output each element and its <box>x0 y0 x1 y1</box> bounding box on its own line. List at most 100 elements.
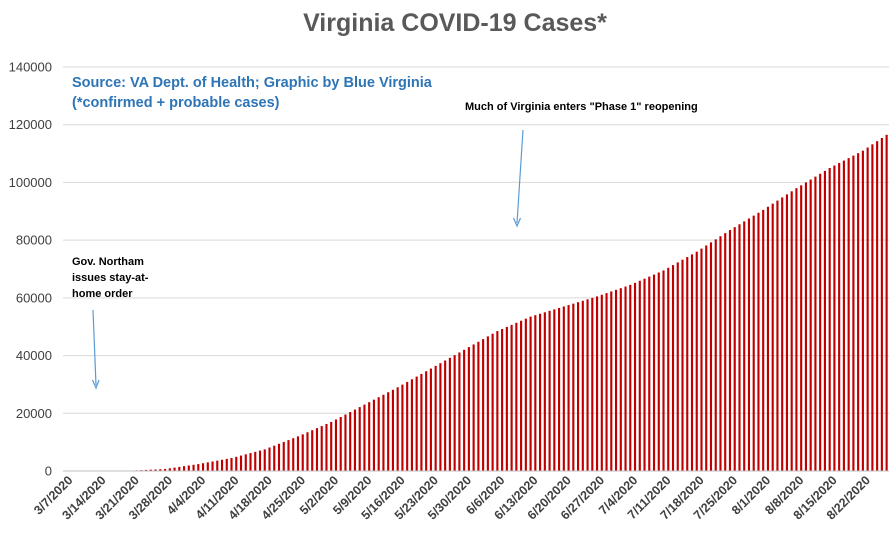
y-tick-label: 100000 <box>9 175 52 190</box>
bar <box>377 397 380 471</box>
bar <box>633 282 637 471</box>
bar <box>211 461 214 471</box>
bar <box>391 389 394 471</box>
bar <box>833 165 836 471</box>
bar <box>292 438 295 471</box>
bar <box>724 233 727 471</box>
bar <box>671 265 675 471</box>
bar <box>695 251 698 471</box>
bar <box>410 379 413 471</box>
bar <box>448 357 451 471</box>
bar <box>524 318 527 471</box>
bar <box>738 224 741 471</box>
bar <box>306 432 309 471</box>
bar <box>700 248 703 471</box>
bar <box>823 170 826 471</box>
bar <box>857 153 860 471</box>
bar <box>244 454 247 471</box>
bar <box>458 352 461 471</box>
bar <box>771 203 774 471</box>
bar <box>168 468 171 471</box>
bar <box>614 289 618 471</box>
bar <box>562 306 565 471</box>
bar <box>187 465 190 471</box>
bar <box>624 286 627 471</box>
bar <box>334 419 338 471</box>
bar <box>220 459 224 471</box>
bar <box>586 299 589 471</box>
bar <box>182 466 186 471</box>
bar <box>472 344 475 471</box>
bar <box>439 363 442 471</box>
bar <box>368 402 371 471</box>
bar-series <box>69 134 888 472</box>
bar <box>249 453 252 471</box>
bar <box>496 331 499 471</box>
bar <box>567 305 570 471</box>
bar <box>282 441 285 471</box>
source-note-line2: (*confirmed + probable cases) <box>72 95 280 111</box>
bar <box>662 270 665 471</box>
bar <box>396 387 399 471</box>
annotation-stay-at-home-line2: issues stay-at- <box>72 272 149 284</box>
bar <box>463 349 466 471</box>
bar <box>543 312 546 471</box>
y-tick-label: 140000 <box>9 60 52 75</box>
bar <box>804 182 807 471</box>
chart-title: Virginia COVID-19 Cases* <box>303 9 607 37</box>
bar <box>652 274 656 471</box>
bar <box>838 163 841 472</box>
bar <box>429 368 432 471</box>
bar <box>363 404 366 471</box>
y-tick-label: 60000 <box>16 290 52 305</box>
bar <box>809 179 812 472</box>
bar <box>273 445 276 471</box>
bar <box>885 134 888 471</box>
gridlines <box>63 66 889 414</box>
bar <box>743 221 746 471</box>
bar <box>880 137 883 472</box>
bar <box>268 447 271 471</box>
bar <box>553 309 556 471</box>
bar <box>154 469 157 471</box>
bar <box>785 194 789 471</box>
bar <box>372 399 376 471</box>
bar <box>311 430 314 471</box>
bar <box>866 147 869 471</box>
y-tick-label: 40000 <box>16 348 52 363</box>
bar <box>254 451 257 471</box>
bar <box>415 376 418 471</box>
bar <box>828 168 831 471</box>
bar <box>876 141 879 471</box>
bar <box>434 365 437 471</box>
bar <box>681 259 684 471</box>
annotation-phase1-text: Much of Virginia enters "Phase 1" reopen… <box>465 101 698 113</box>
bar <box>486 336 489 471</box>
bar <box>339 417 342 471</box>
bar <box>315 428 319 471</box>
bar <box>795 188 798 471</box>
bar <box>353 409 357 471</box>
bar <box>610 291 613 471</box>
annotation-phase1: Much of Virginia enters "Phase 1" reopen… <box>465 101 698 228</box>
bar <box>482 339 485 471</box>
bar <box>581 300 584 471</box>
bar <box>230 458 233 471</box>
bar <box>548 310 551 471</box>
bar <box>330 421 333 471</box>
bar <box>505 326 508 471</box>
bar <box>572 303 575 471</box>
x-axis-tick-labels: 3/7/20203/14/20203/21/20203/28/20204/4/2… <box>31 473 873 522</box>
bar <box>145 469 148 471</box>
bar <box>705 245 708 471</box>
bar <box>263 449 266 471</box>
bar <box>216 460 219 471</box>
bar <box>206 462 209 471</box>
bar <box>747 218 751 471</box>
bar <box>600 294 603 471</box>
y-tick-label: 0 <box>45 464 52 479</box>
bar <box>358 407 361 471</box>
bar <box>781 197 784 472</box>
bar <box>320 426 323 471</box>
